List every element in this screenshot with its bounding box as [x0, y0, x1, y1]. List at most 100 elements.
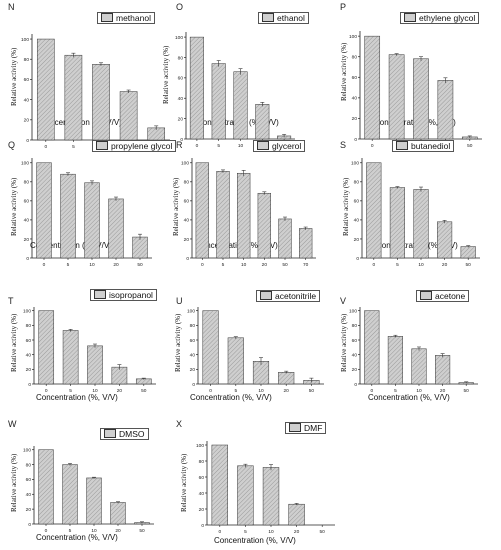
chart-s: 0204060801000 5 10 20 50 [342, 154, 490, 268]
y-tick-label: 60 [354, 199, 360, 205]
y-tick-label: 80 [352, 323, 358, 329]
bar-u-20 [278, 372, 294, 384]
x-tick-label: 0 [201, 262, 204, 268]
bar-q-5 [61, 174, 76, 258]
chart-v: 0 20 40 60 80 100 0 5 10 20 50 [340, 303, 488, 394]
x-tick-label: 50 [320, 529, 326, 535]
x-axis-label-u: Concentration (%, V/V) [190, 393, 272, 402]
legend-swatch [257, 141, 269, 150]
bar-v-10 [412, 349, 427, 384]
y-tick-label: 100 [349, 308, 357, 314]
legend-text: ethanol [277, 13, 305, 23]
y-tick-label: 80 [26, 323, 32, 329]
y-tick-label: 0 [354, 137, 357, 143]
x-tick-label: 50 [467, 143, 473, 149]
x-axis-label-t: Concentration (%, V/V) [36, 393, 118, 402]
bar-q-0 [37, 163, 52, 258]
y-tick-label: 80 [178, 55, 184, 61]
x-tick-label: 0 [196, 143, 199, 149]
legend-q: propylene glycol [92, 140, 176, 152]
x-tick-label: 0 [371, 143, 374, 149]
x-tick-label: 20 [440, 388, 446, 394]
x-tick-label: 20 [117, 388, 123, 394]
legend-text: DMSO [119, 429, 145, 439]
bar-o-10 [234, 72, 248, 139]
x-tick-label: 50 [141, 388, 147, 394]
y-tick-label: 0 [356, 256, 359, 262]
x-tick-label: 0 [44, 144, 47, 150]
legend-swatch [94, 290, 106, 299]
x-tick-label: 20 [442, 262, 448, 268]
y-tick-label: 0 [192, 382, 195, 388]
chart-r: 0204060801000 5 10 20 50 70 [172, 154, 326, 268]
x-tick-label: 20 [113, 262, 119, 268]
panel-letter-p: P [340, 2, 346, 12]
y-tick-label: 20 [24, 237, 30, 243]
y-tick-label: 20 [199, 507, 205, 513]
x-tick-label: 20 [294, 529, 300, 535]
chart-q: 0204060801000 5 10 20 50 [12, 154, 162, 268]
legend-swatch [420, 291, 432, 300]
bar-q-50 [133, 237, 148, 258]
panel-letter-o: O [176, 2, 183, 12]
x-tick-label: 10 [241, 262, 247, 268]
bar-n-10 [92, 64, 109, 140]
x-tick-label: 10 [91, 528, 97, 534]
y-tick-label: 100 [175, 35, 183, 41]
bar-s-0 [366, 163, 381, 258]
legend-text: acetone [435, 291, 465, 301]
y-tick-label: 40 [26, 352, 32, 358]
x-tick-label: 0 [370, 388, 373, 394]
x-axis-label-v: Concentration (%, V/V) [368, 393, 450, 402]
bar-t-10 [87, 346, 102, 384]
y-tick-label: 20 [190, 367, 196, 373]
bar-v-20 [435, 355, 450, 384]
y-tick-label: 60 [178, 76, 184, 82]
x-tick-label: 0 [45, 388, 48, 394]
bar-r-50 [279, 219, 292, 258]
legend-text: glycerol [272, 141, 301, 151]
x-tick-label: 0 [43, 262, 46, 268]
legend-swatch [262, 13, 274, 22]
x-tick-label: 50 [282, 262, 288, 268]
panel-letter-r: R [176, 140, 183, 150]
x-tick-label: 50 [139, 528, 145, 534]
x-tick-label: 0 [209, 388, 212, 394]
legend-swatch [404, 13, 416, 22]
x-tick-label: 5 [244, 529, 247, 535]
y-tick-label: 40 [184, 218, 190, 224]
y-tick-label: 40 [24, 97, 30, 103]
legend-w: DMSO [100, 428, 149, 440]
y-tick-label: 0 [28, 522, 31, 528]
bar-r-5 [217, 171, 230, 258]
chart-x: 0 20 40 60 80 100 0 5 10 20 50 [187, 437, 345, 535]
bar-x-5 [237, 466, 253, 525]
chart-u: 0204060801000 5 10 20 50 [178, 303, 334, 394]
x-tick-label: 5 [72, 144, 75, 150]
x-tick-label: 70 [303, 262, 309, 268]
y-tick-label: 20 [26, 367, 32, 373]
y-tick-label: 60 [199, 475, 205, 481]
y-tick-label: 100 [187, 308, 195, 314]
y-tick-label: 60 [190, 338, 196, 344]
bar-p-20 [438, 80, 453, 139]
bar-w-5 [63, 465, 78, 524]
x-axis-label-x: Concentration (%, V/V) [214, 536, 296, 545]
bar-w-10 [87, 478, 102, 524]
bar-o-20 [256, 104, 270, 139]
chart-t: 0 20 40 60 80 100 0 5 10 20 50 [14, 303, 166, 394]
legend-x: DMF [285, 422, 326, 434]
bar-w-20 [111, 502, 126, 524]
x-tick-label: 50 [466, 262, 472, 268]
y-tick-label: 40 [352, 352, 358, 358]
bar-t-5 [63, 330, 78, 384]
x-tick-label: 50 [464, 388, 470, 394]
x-tick-label: 5 [394, 388, 397, 394]
y-tick-label: 20 [352, 367, 358, 373]
legend-s: butanediol [392, 140, 454, 152]
x-tick-label: 0 [45, 528, 48, 534]
legend-n: methanol [97, 12, 155, 24]
y-tick-label: 40 [26, 492, 32, 498]
